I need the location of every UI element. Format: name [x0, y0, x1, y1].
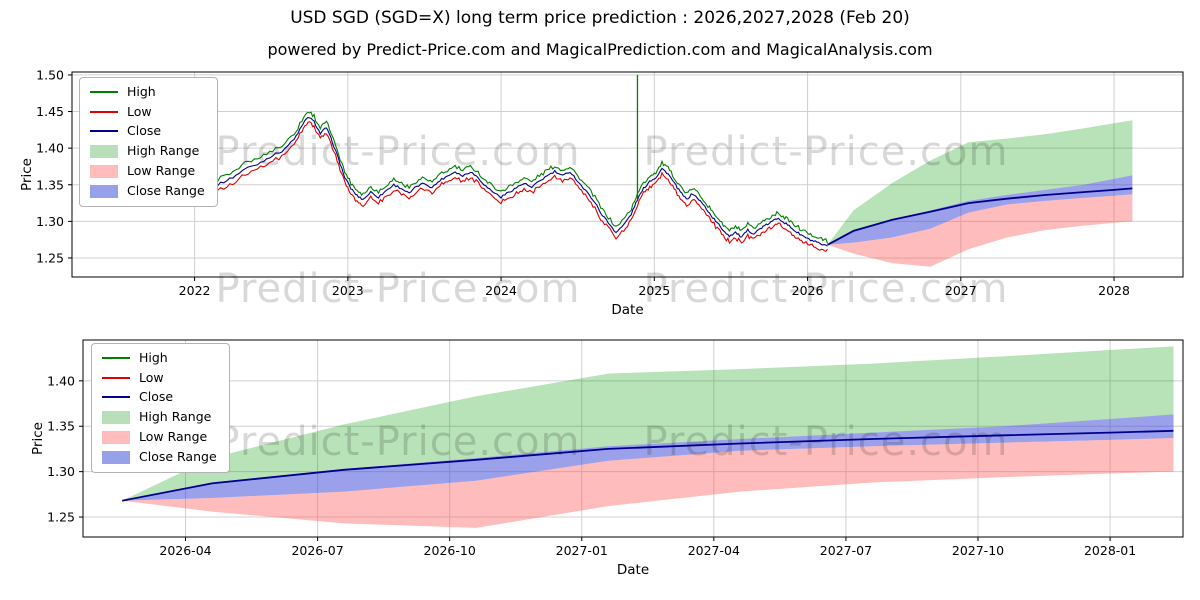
x-tick-label: 2028-01: [1084, 543, 1136, 558]
watermark-text: Predict-Price.com: [216, 266, 581, 312]
x-tick-label: 2023: [332, 283, 364, 298]
forecast-detail-chart: Predict-Price.com Predict-Price.com 2026-0…: [30, 339, 1184, 578]
y-axis-label: Price: [30, 422, 46, 455]
y-tick-label: 1.35: [47, 419, 75, 434]
watermark-text: Predict-Price.com: [644, 266, 1009, 312]
history-and-forecast-chart: Predict-Price.com Predict-Price.com Predic…: [19, 67, 1184, 318]
y-tick-label: 1.25: [47, 510, 75, 525]
x-tick-label: 2027-07: [820, 543, 872, 558]
x-tick-label: 2025: [638, 283, 670, 298]
x-tick-label: 2024: [485, 283, 517, 298]
legend-patch-swatch: [102, 450, 130, 464]
legend-label: Close: [139, 389, 174, 404]
y-tick-label: 1.40: [47, 373, 75, 388]
legend-label: Close Range: [127, 182, 205, 198]
legend-item-low: Low: [102, 369, 217, 385]
legend-patch-swatch: [102, 410, 130, 424]
legend-label: High: [139, 350, 168, 365]
y-tick-label: 1.35: [36, 177, 64, 192]
x-tick-label: 2026-04: [159, 543, 211, 558]
watermark-text: Predict-Price.com: [644, 419, 1009, 465]
legend-line-swatch: [90, 130, 118, 133]
x-tick-label: 2027-01: [556, 543, 608, 558]
x-tick-label: 2027: [945, 283, 977, 298]
legend-patch-swatch: [90, 164, 118, 178]
legend-item-close: Close: [90, 123, 205, 138]
legend-item-high-range: High Range: [90, 142, 205, 158]
legend-patch-swatch: [102, 430, 130, 444]
legend-item-close: Close: [102, 389, 217, 404]
legend-label: Close: [127, 123, 162, 138]
y-tick-label: 1.30: [47, 464, 75, 479]
legend-line-swatch: [102, 357, 130, 360]
legend-label: Low Range: [127, 162, 196, 178]
legend-item-close-range: Close Range: [102, 448, 217, 464]
legend-item-low: Low: [90, 103, 205, 119]
legend-top-chart: High Low Close High Range Low Range Close Ran…: [79, 77, 218, 207]
legend-line-swatch: [102, 376, 130, 379]
x-tick-label: 2026-10: [424, 543, 476, 558]
legend-item-low-range: Low Range: [90, 162, 205, 178]
x-axis-label: Date: [611, 302, 643, 318]
legend-item-close-range: Close Range: [90, 182, 205, 198]
watermark-text: Predict-Price.com: [216, 129, 581, 175]
legend-item-low-range: Low Range: [102, 428, 217, 444]
legend-item-high-range: High Range: [102, 408, 217, 424]
x-axis-label: Date: [617, 562, 649, 578]
legend-label: Low Range: [139, 428, 208, 444]
watermark-text: Predict-Price.com: [216, 419, 581, 465]
x-tick-label: 2026: [792, 283, 824, 298]
y-tick-label: 1.40: [36, 141, 64, 156]
legend-patch-swatch: [90, 144, 118, 158]
legend-line-swatch: [90, 110, 118, 113]
y-tick-label: 1.45: [36, 104, 64, 119]
y-tick-label: 1.25: [36, 250, 64, 265]
y-tick-label: 1.30: [36, 214, 64, 229]
legend-line-swatch: [102, 396, 130, 399]
x-tick-label: 2028: [1098, 283, 1130, 298]
x-tick-label: 2027-10: [952, 543, 1004, 558]
legend-label: Low: [139, 369, 164, 385]
legend-patch-swatch: [90, 184, 118, 198]
chart-title: USD SGD (SGD=X) long term price predicti…: [290, 8, 910, 28]
chart-subtitle: powered by Predict-Price.com and Magical…: [267, 40, 933, 59]
watermark-text: Predict-Price.com: [644, 129, 1009, 175]
legend-item-high: High: [90, 84, 205, 99]
legend-line-swatch: [90, 91, 118, 94]
y-tick-label: 1.50: [36, 67, 64, 82]
legend-label: High Range: [139, 408, 212, 424]
legend-bottom-chart: High Low Close High Range Low Range Close Ran…: [91, 343, 230, 473]
legend-label: High: [127, 84, 156, 99]
x-tick-label: 2027-04: [688, 543, 740, 558]
legend-label: Low: [127, 103, 152, 119]
legend-item-high: High: [102, 350, 217, 365]
x-tick-label: 2026-07: [291, 543, 343, 558]
x-tick-label: 2022: [179, 283, 211, 298]
legend-label: Close Range: [139, 448, 217, 464]
y-axis-label: Price: [19, 158, 35, 191]
legend-label: High Range: [127, 142, 200, 158]
